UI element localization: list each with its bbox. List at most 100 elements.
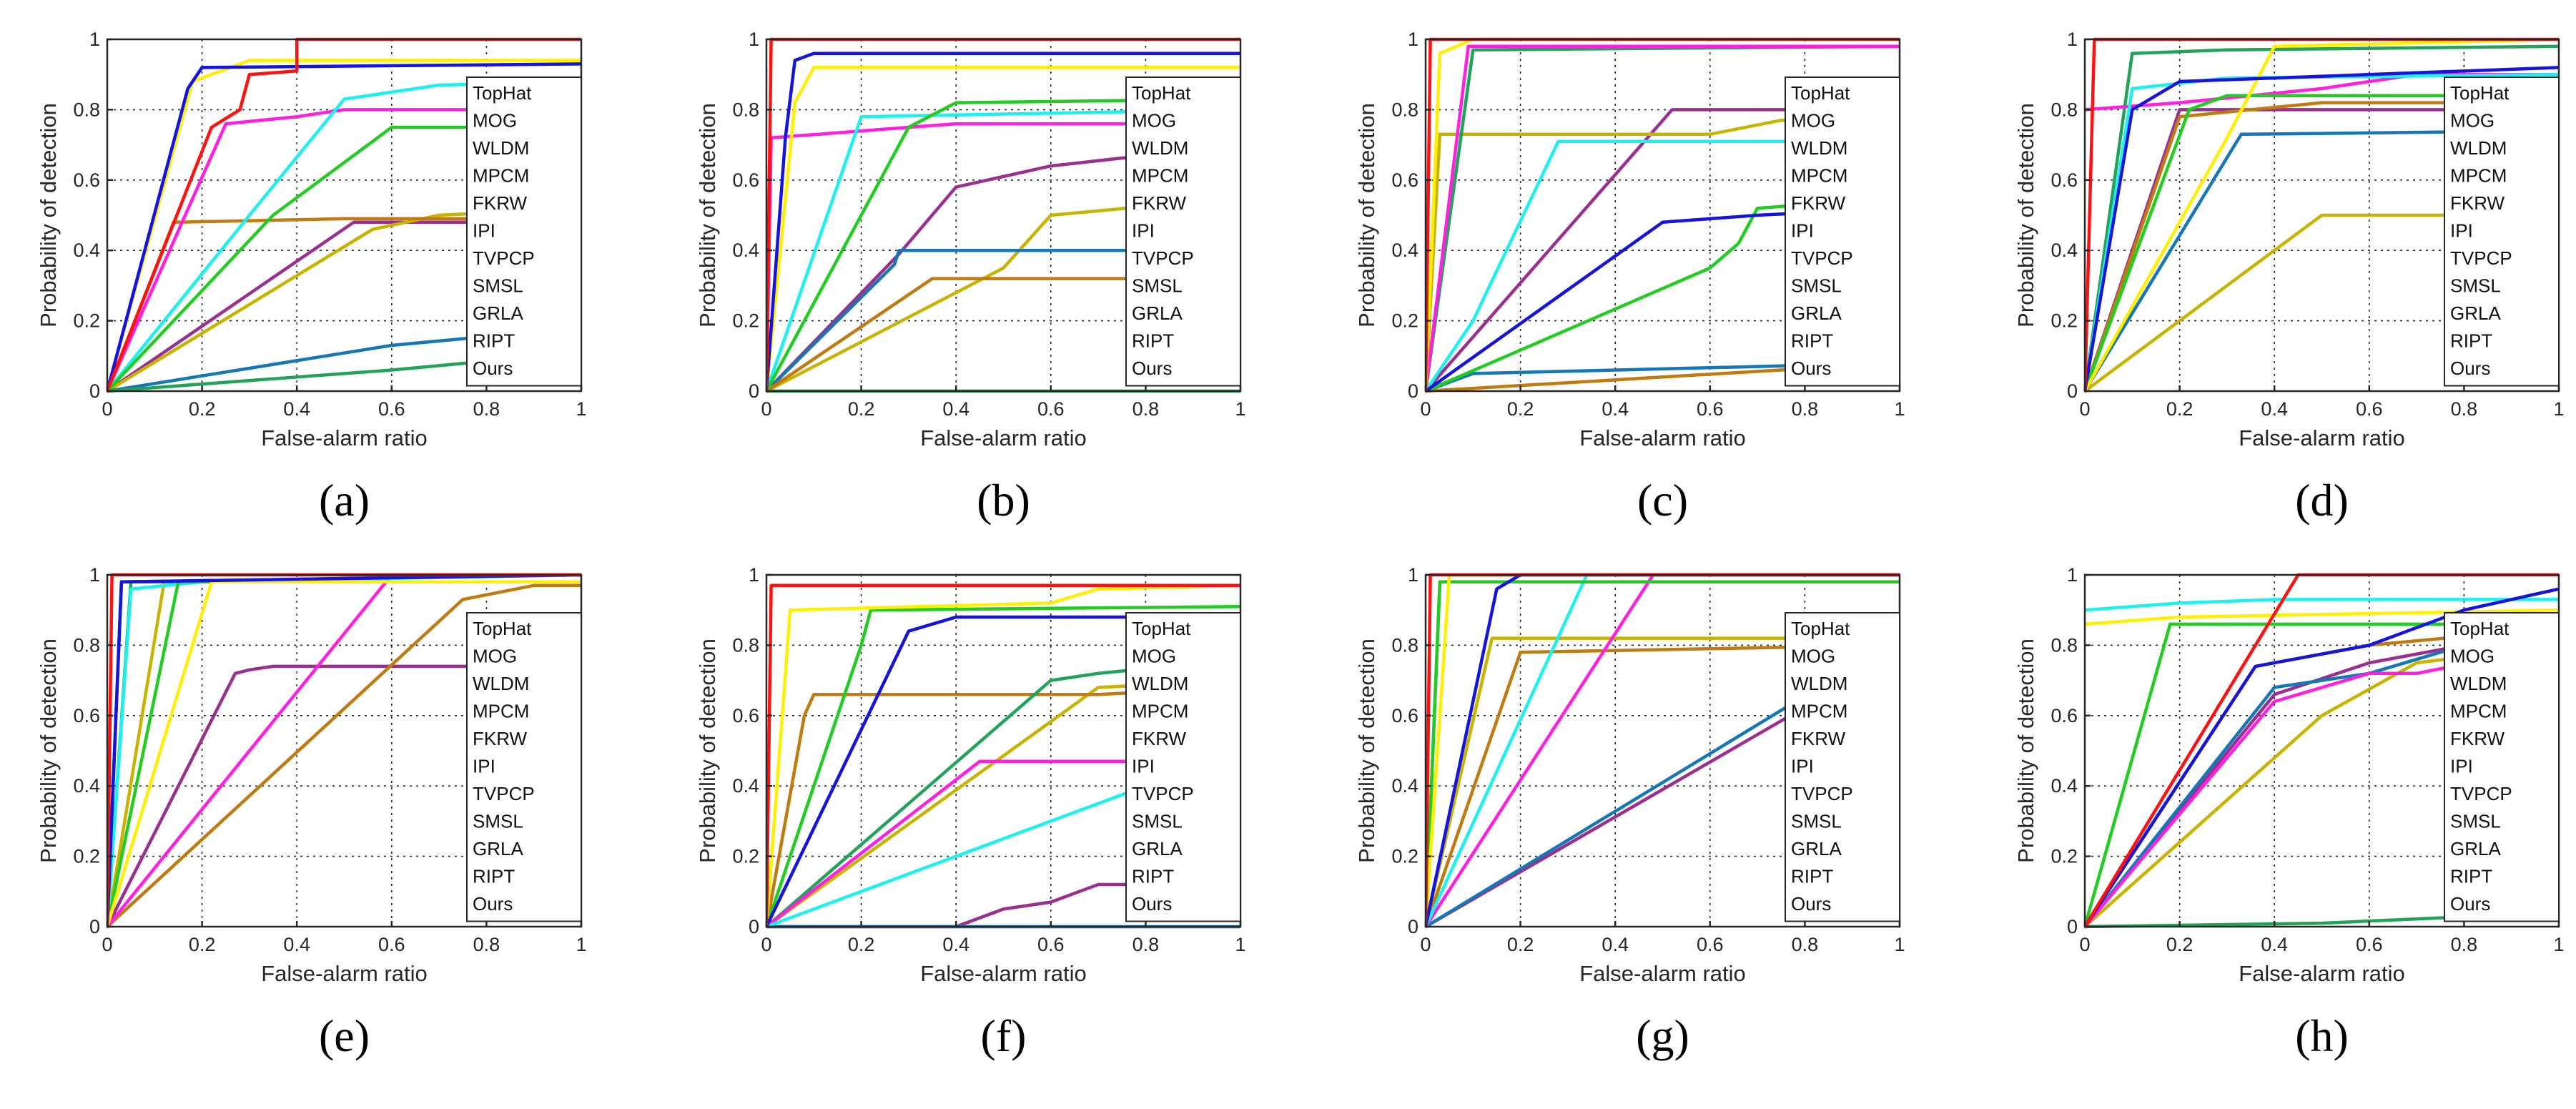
- x-tick-label: 0.8: [1132, 934, 1160, 955]
- legend-entry-grla: GRLA: [2450, 838, 2501, 859]
- legend-entry-tophat: TopHat: [1791, 82, 1850, 104]
- legend-entry-ipi: IPI: [1132, 220, 1155, 242]
- y-tick-label: 0.4: [2051, 775, 2078, 797]
- legend-entry-grla: GRLA: [473, 838, 523, 859]
- y-tick-label: 0: [2067, 916, 2078, 937]
- y-tick-label: 0: [749, 916, 759, 937]
- series-line-tvpcp: [2085, 598, 2559, 612]
- x-axis-label: False-alarm ratio: [920, 425, 1087, 450]
- x-tick-label: 1: [1894, 934, 1905, 955]
- y-tick-label: 1: [1408, 564, 1418, 586]
- y-tick-label: 0: [1408, 916, 1418, 937]
- y-tick-label: 0.8: [732, 634, 759, 656]
- legend-entry-ipi: IPI: [1791, 756, 1814, 777]
- y-tick-label: 1: [749, 564, 759, 586]
- x-tick-label: 0.4: [2261, 934, 2288, 955]
- legend-entry-mog: MOG: [1132, 110, 1176, 132]
- legend-entry-wldm: WLDM: [473, 673, 529, 694]
- y-tick-label: 0.4: [1391, 240, 1418, 261]
- legend-entry-smsl: SMSL: [1132, 275, 1183, 297]
- x-tick-label: 0.8: [1792, 398, 1819, 420]
- legend-entry-grla: GRLA: [473, 302, 523, 324]
- legend-entry-grla: GRLA: [1791, 302, 1842, 324]
- y-tick-label: 0.4: [1391, 775, 1418, 797]
- x-tick-label: 0.8: [473, 934, 500, 955]
- legend-entry-ipi: IPI: [1132, 756, 1155, 777]
- x-tick-label: 1: [1235, 398, 1245, 420]
- x-axis-label: False-alarm ratio: [261, 425, 428, 450]
- y-tick-label: 0.4: [2051, 240, 2078, 261]
- legend-entry-ours: Ours: [473, 893, 513, 915]
- x-tick-label: 0.2: [1507, 398, 1534, 420]
- x-axis-label: False-alarm ratio: [1579, 425, 1746, 450]
- series-line-smsl: [766, 605, 1240, 929]
- legend-entry-tvpcp: TVPCP: [473, 783, 535, 804]
- legend-entry-mpcm: MPCM: [473, 165, 529, 187]
- legend-box: [1785, 612, 1900, 922]
- legend-entry-mog: MOG: [1791, 646, 1835, 667]
- legend-entry-grla: GRLA: [1132, 302, 1183, 324]
- y-tick-label: 0: [89, 380, 100, 402]
- x-tick-label: 1: [1894, 398, 1905, 420]
- y-axis-label: Probability of detection: [1354, 103, 1379, 327]
- panel-label: (f): [981, 1010, 1027, 1061]
- y-tick-label: 0.2: [732, 846, 759, 867]
- x-tick-label: 0.4: [1602, 934, 1629, 955]
- legend-entry-ours: Ours: [1791, 358, 1831, 379]
- legend-entry-wldm: WLDM: [1791, 137, 1847, 159]
- y-tick-label: 0.2: [2051, 846, 2078, 867]
- legend-entry-tophat: TopHat: [473, 82, 532, 104]
- series-line-grla: [2085, 608, 2559, 626]
- legend-entry-wldm: WLDM: [1791, 673, 1847, 694]
- x-tick-label: 0.6: [378, 934, 405, 955]
- y-axis-label: Probability of detection: [36, 103, 61, 327]
- legend-entry-tvpcp: TVPCP: [2450, 247, 2512, 269]
- series-line-fkrw: [2085, 44, 2559, 393]
- series-line-grla: [766, 583, 1240, 929]
- legend-entry-ript: RIPT: [2450, 866, 2492, 887]
- y-tick-label: 0.6: [1391, 705, 1418, 726]
- x-axis-label: False-alarm ratio: [1579, 961, 1746, 986]
- legend-entry-ript: RIPT: [1791, 866, 1833, 887]
- legend-entry-ript: RIPT: [2450, 330, 2492, 352]
- y-tick-label: 0.6: [732, 169, 759, 191]
- y-tick-label: 0.6: [73, 169, 100, 191]
- legend-entry-ours: Ours: [1791, 893, 1831, 915]
- legend-entry-ipi: IPI: [2450, 220, 2473, 242]
- y-axis-label: Probability of detection: [36, 639, 61, 863]
- legend-entry-mpcm: MPCM: [2450, 701, 2507, 722]
- legend-entry-ript: RIPT: [1132, 330, 1174, 352]
- chart-panel: 0 0.2 0.4 0.6 0.8 1 0 0.2 0.4 0.6 0.8 1 False-alarm …: [2013, 564, 2565, 1061]
- legend-entry-mog: MOG: [1132, 646, 1176, 667]
- panel-label: (d): [2295, 475, 2349, 526]
- x-tick-label: 0.6: [2356, 934, 2383, 955]
- series-line-ript: [107, 573, 581, 929]
- legend-entry-ript: RIPT: [1791, 330, 1833, 352]
- y-tick-label: 1: [2067, 29, 2078, 50]
- legend-box: [1785, 77, 1900, 387]
- legend-entry-tophat: TopHat: [2450, 618, 2510, 639]
- x-tick-label: 0.8: [1132, 398, 1160, 420]
- legend-entry-tophat: TopHat: [1132, 82, 1191, 104]
- y-tick-label: 0.6: [1391, 169, 1418, 191]
- x-axis-label: False-alarm ratio: [920, 961, 1087, 986]
- series-line-mpcm: [2085, 101, 2559, 393]
- series-line-mpcm: [107, 583, 581, 929]
- x-tick-label: 0.4: [283, 398, 310, 420]
- legend-entry-mpcm: MPCM: [1791, 165, 1847, 187]
- legend-entry-tophat: TopHat: [1791, 618, 1850, 639]
- x-tick-label: 0: [102, 934, 112, 955]
- x-tick-label: 0.6: [378, 398, 405, 420]
- x-axis-label: False-alarm ratio: [2239, 425, 2405, 450]
- legend-entry-tvpcp: TVPCP: [1132, 247, 1194, 269]
- x-tick-label: 0.8: [2451, 398, 2478, 420]
- legend-entry-grla: GRLA: [2450, 302, 2501, 324]
- series-line-grla: [2085, 37, 2559, 393]
- y-tick-label: 1: [89, 564, 100, 586]
- legend-entry-tvpcp: TVPCP: [2450, 783, 2512, 804]
- x-tick-label: 0.2: [848, 398, 875, 420]
- legend-entry-wldm: WLDM: [2450, 673, 2507, 694]
- panel-label: (a): [319, 475, 370, 526]
- y-tick-label: 0.8: [2051, 634, 2078, 656]
- y-tick-label: 0.2: [73, 310, 100, 332]
